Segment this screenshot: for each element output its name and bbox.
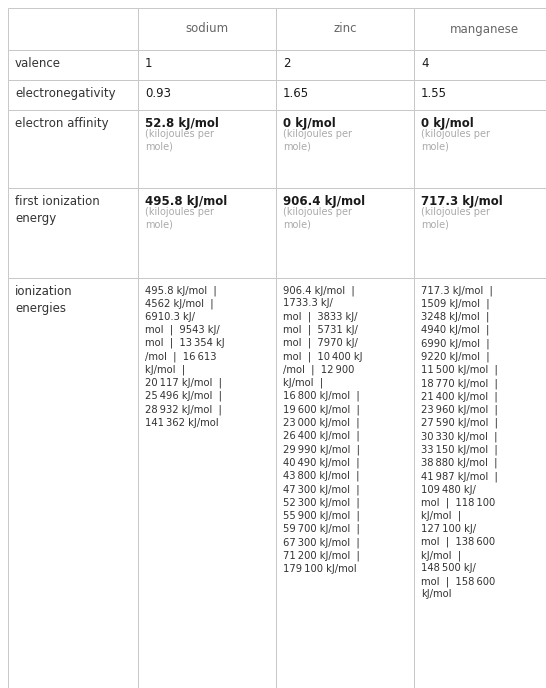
Text: 906.4 kJ/mol  |
1733.3 kJ/
mol  |  3833 kJ/
mol  |  5731 kJ/
mol  |  7970 kJ/
mo: 906.4 kJ/mol | 1733.3 kJ/ mol | 3833 kJ/… [283, 285, 363, 574]
Text: (kilojoules per
mole): (kilojoules per mole) [283, 207, 352, 230]
Text: (kilojoules per
mole): (kilojoules per mole) [145, 129, 214, 152]
Bar [276, 8, 414, 50]
Text: 0.93: 0.93 [145, 87, 171, 100]
Bar [8, 8, 138, 50]
Bar [414, 110, 546, 188]
Bar [138, 50, 276, 80]
Bar [276, 80, 414, 110]
Bar [8, 80, 138, 110]
Bar [138, 110, 276, 188]
Text: 1: 1 [145, 57, 152, 70]
Text: 906.4 kJ/mol: 906.4 kJ/mol [283, 195, 365, 208]
Bar [276, 50, 414, 80]
Bar [138, 278, 276, 688]
Text: (kilojoules per
mole): (kilojoules per mole) [283, 129, 352, 152]
Bar [138, 8, 276, 50]
Text: 4: 4 [421, 57, 429, 70]
Text: 52.8 kJ/mol: 52.8 kJ/mol [145, 117, 219, 130]
Text: 717.3 kJ/mol  |
1509 kJ/mol  |
3248 kJ/mol  |
4940 kJ/mol  |
6990 kJ/mol  |
9220: 717.3 kJ/mol | 1509 kJ/mol | 3248 kJ/mol… [421, 285, 498, 599]
Text: first ionization
energy: first ionization energy [15, 195, 100, 225]
Text: valence: valence [15, 57, 61, 70]
Bar [414, 188, 546, 278]
Text: 1.65: 1.65 [283, 87, 309, 100]
Bar [276, 110, 414, 188]
Text: ionization
energies: ionization energies [15, 285, 73, 315]
Text: 0 kJ/mol: 0 kJ/mol [421, 117, 474, 130]
Text: (kilojoules per
mole): (kilojoules per mole) [421, 129, 490, 152]
Bar [276, 188, 414, 278]
Text: 495.8 kJ/mol: 495.8 kJ/mol [145, 195, 227, 208]
Text: 495.8 kJ/mol  |
4562 kJ/mol  |
6910.3 kJ/
mol  |  9543 kJ/
mol  |  13 354 kJ
/mo: 495.8 kJ/mol | 4562 kJ/mol | 6910.3 kJ/ … [145, 285, 224, 427]
Bar [414, 50, 546, 80]
Bar [276, 278, 414, 688]
Text: (kilojoules per
mole): (kilojoules per mole) [145, 207, 214, 230]
Text: 717.3 kJ/mol: 717.3 kJ/mol [421, 195, 503, 208]
Bar [138, 188, 276, 278]
Bar [8, 188, 138, 278]
Text: electronegativity: electronegativity [15, 87, 116, 100]
Bar [8, 110, 138, 188]
Bar [414, 8, 546, 50]
Text: manganese: manganese [449, 23, 519, 36]
Bar [8, 50, 138, 80]
Bar [414, 278, 546, 688]
Text: (kilojoules per
mole): (kilojoules per mole) [421, 207, 490, 230]
Text: electron affinity: electron affinity [15, 117, 109, 130]
Text: 2: 2 [283, 57, 290, 70]
Text: sodium: sodium [186, 23, 229, 36]
Bar [414, 80, 546, 110]
Text: 0 kJ/mol: 0 kJ/mol [283, 117, 336, 130]
Bar [138, 80, 276, 110]
Text: zinc: zinc [333, 23, 357, 36]
Bar [8, 278, 138, 688]
Text: 1.55: 1.55 [421, 87, 447, 100]
